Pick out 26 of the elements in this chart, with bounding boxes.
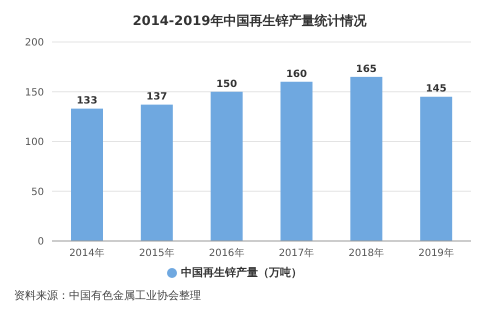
data-label: 165: [356, 64, 377, 75]
y-tick-label: 50: [31, 186, 44, 198]
bar: [280, 82, 312, 241]
bar: [420, 96, 452, 241]
y-tick-label: 0: [38, 236, 44, 248]
text: 资料来源：中国有色金属工业协会整理: [13, 288, 202, 303]
bar: [210, 92, 243, 241]
x-tick-label: 2019年: [418, 247, 454, 260]
chart-title: 2014-2019年中国再生锌产量统计情况: [132, 12, 368, 30]
data-label: 145: [426, 84, 447, 95]
bar: [140, 104, 173, 241]
y-tick-label: 150: [24, 87, 44, 98]
bar: [71, 108, 103, 241]
data-label: 133: [76, 96, 98, 107]
data-label: 137: [146, 92, 168, 103]
legend-label: 中国再生锌产量（万吨）: [181, 266, 302, 279]
x-tick-label: 2015年: [139, 247, 174, 260]
x-tick-label: 2016年: [208, 247, 244, 260]
data-label: 150: [216, 78, 238, 90]
y-tick-label: 200: [24, 38, 44, 49]
x-tick-label: 2018年: [348, 247, 384, 260]
bar: [350, 76, 382, 241]
x-tick-label: 2014年: [69, 247, 105, 260]
y-tick-label: 100: [24, 137, 44, 148]
x-tick-label: 2017年: [278, 247, 314, 260]
data-label: 160: [286, 68, 307, 80]
